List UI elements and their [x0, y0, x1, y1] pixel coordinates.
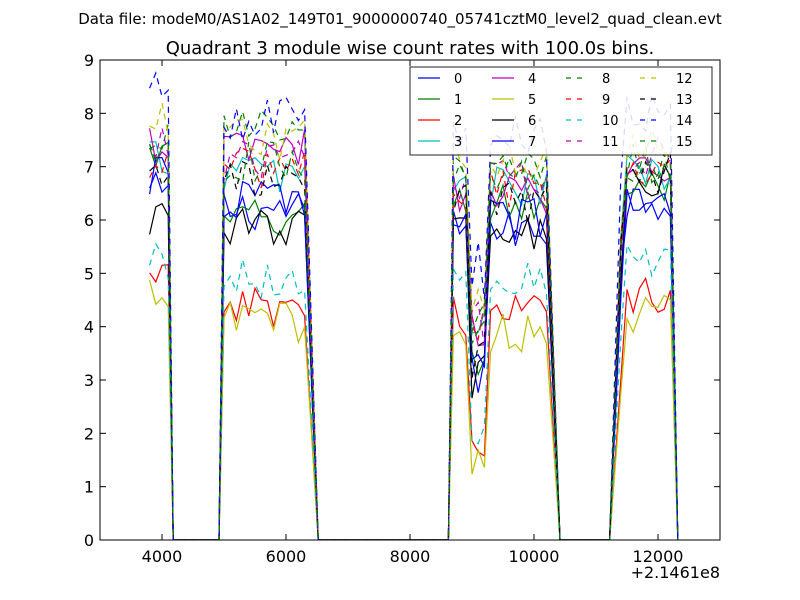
legend-label-0: 0 — [454, 72, 462, 87]
x-tick-label: 8000 — [390, 547, 431, 566]
series-line-10 — [149, 242, 679, 540]
legend-label-3: 3 — [454, 135, 462, 150]
legend-label-11: 11 — [602, 135, 619, 150]
y-tick-label: 9 — [84, 51, 94, 70]
series-lines — [149, 71, 679, 540]
x-tick-label: 4000 — [142, 547, 183, 566]
y-tick-label: 1 — [84, 478, 94, 497]
series-line-12 — [149, 103, 679, 540]
legend-label-8: 8 — [602, 72, 610, 87]
legend-frame — [409, 66, 713, 156]
x-tick-label: 12000 — [633, 547, 684, 566]
series-line-5 — [149, 279, 679, 540]
series-line-2 — [149, 264, 679, 540]
legend-label-13: 13 — [676, 93, 693, 108]
legend-label-7: 7 — [528, 135, 536, 150]
x-tick-label: 6000 — [266, 547, 307, 566]
legend-label-10: 10 — [602, 114, 619, 129]
series-line-13 — [149, 152, 679, 540]
y-tick-label: 4 — [84, 318, 94, 337]
series-line-15 — [149, 140, 679, 540]
legend-label-5: 5 — [528, 93, 536, 108]
y-tick-label: 8 — [84, 104, 94, 123]
legend-label-12: 12 — [676, 72, 693, 87]
legend-label-4: 4 — [528, 72, 536, 87]
y-tick-label: 7 — [84, 158, 94, 177]
chart-title: Quadrant 3 module wise count rates with … — [166, 38, 655, 59]
y-tick-label: 2 — [84, 424, 94, 443]
y-tick-label: 0 — [84, 531, 94, 550]
legend-label-1: 1 — [454, 93, 462, 108]
legend-label-9: 9 — [602, 93, 610, 108]
y-tick-label: 3 — [84, 371, 94, 390]
legend-label-6: 6 — [528, 114, 536, 129]
series-line-7 — [149, 156, 679, 540]
legend-label-15: 15 — [676, 135, 693, 150]
legend-label-14: 14 — [676, 114, 693, 129]
x-tick-label: 10000 — [509, 547, 560, 566]
y-tick-label: 6 — [84, 211, 94, 230]
y-tick-label: 5 — [84, 264, 94, 283]
legend-label-2: 2 — [454, 114, 462, 129]
figure-suptitle: Data file: modeM0/AS1A02_149T01_90000007… — [78, 10, 722, 29]
x-offset-label: +2.1461e8 — [631, 563, 720, 582]
